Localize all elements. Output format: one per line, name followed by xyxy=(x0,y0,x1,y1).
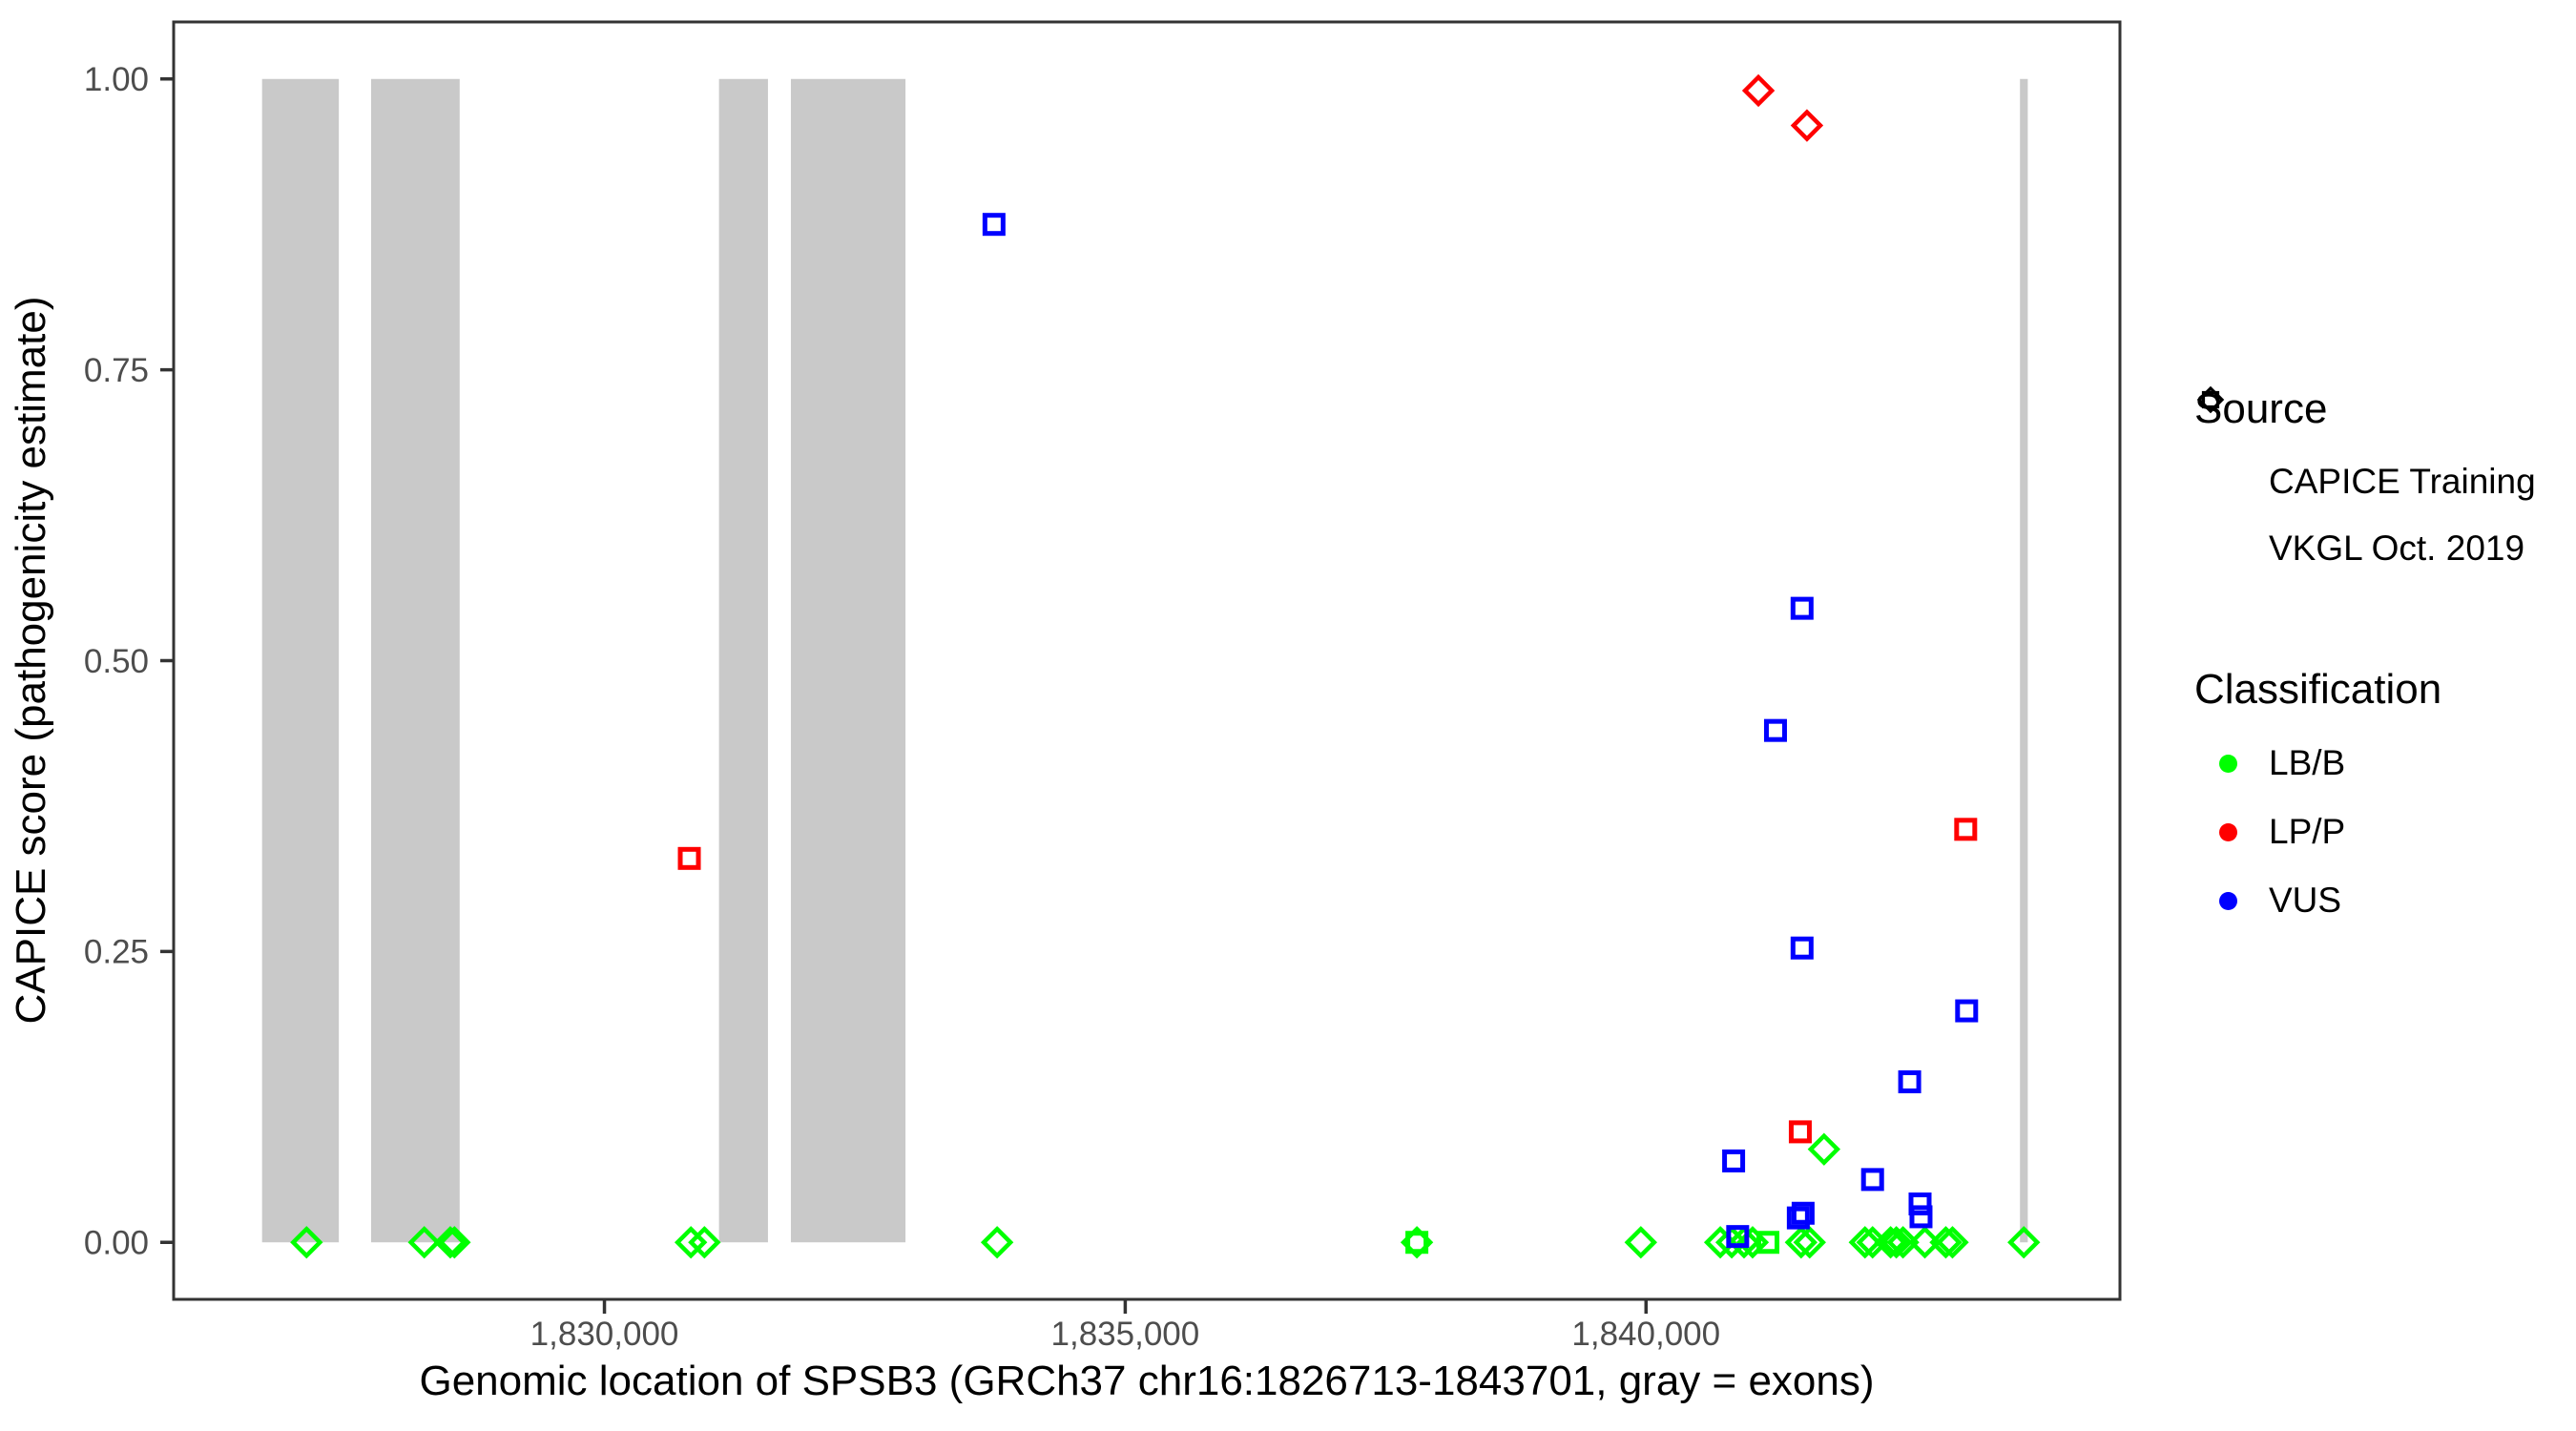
color-dot-icon xyxy=(2194,754,2261,773)
x-axis-tick-label: 1,835,000 xyxy=(1051,1316,1200,1353)
legend-item-capice-training: CAPICE Training xyxy=(2194,385,2536,515)
exon-band xyxy=(2020,78,2028,1243)
data-point-diamond xyxy=(1784,1226,1818,1259)
data-point-square xyxy=(1908,1192,1932,1216)
data-point-diamond xyxy=(438,1226,471,1259)
data-point-diamond xyxy=(407,1226,441,1259)
color-dot-icon xyxy=(2194,822,2261,841)
data-point-square xyxy=(982,213,1006,237)
data-point-square xyxy=(1763,718,1787,742)
data-point-diamond xyxy=(1886,1226,1920,1259)
data-point-square xyxy=(1726,1225,1750,1249)
y-axis-tick-label: 0.50 xyxy=(84,643,149,680)
data-point-diamond xyxy=(1735,1226,1770,1259)
exon-band xyxy=(261,78,340,1243)
color-dot-icon xyxy=(2194,891,2261,910)
exon-band xyxy=(790,78,906,1243)
data-point-square xyxy=(1791,1201,1815,1225)
x-axis-title: Genomic location of SPSB3 (GRCh37 chr16:… xyxy=(419,1358,1874,1404)
data-point-diamond xyxy=(1874,1226,1907,1259)
data-point-square xyxy=(1405,1231,1429,1255)
data-point-diamond xyxy=(2007,1226,2041,1259)
data-point-square xyxy=(1790,936,1814,960)
exon-bars-layer xyxy=(261,78,2028,1243)
legend-item-lb-b: LB/B xyxy=(2194,729,2536,798)
x-axis-tick-label: 1,840,000 xyxy=(1571,1316,1720,1353)
data-point-diamond xyxy=(674,1226,708,1259)
data-point-square xyxy=(1722,1149,1746,1172)
data-point-diamond xyxy=(290,1226,323,1259)
y-axis-title: CAPICE score (pathogenicity estimate) xyxy=(8,297,54,1025)
legend-item-label: CAPICE Training xyxy=(2269,462,2536,501)
data-point-diamond xyxy=(1807,1132,1841,1166)
data-point-square xyxy=(1790,596,1814,620)
data-point-diamond xyxy=(1929,1226,1963,1259)
data-point-diamond xyxy=(1790,109,1824,142)
legend-color-dot xyxy=(2218,822,2237,841)
series-vus-square xyxy=(982,213,1979,1249)
data-point-square xyxy=(1898,1069,1922,1093)
legend-item-vus: VUS xyxy=(2194,866,2536,935)
data-point-diamond xyxy=(1727,1226,1761,1259)
data-point-diamond xyxy=(1908,1226,1942,1259)
data-point-square xyxy=(1954,818,1978,841)
data-points-layer xyxy=(290,73,2041,1259)
series-lbb-diamond xyxy=(290,1132,2041,1259)
plot-border xyxy=(172,20,2122,1301)
exon-band xyxy=(718,78,768,1243)
data-point-diamond xyxy=(1848,1226,1881,1259)
data-point-diamond xyxy=(688,1226,721,1259)
legend-classification-title: Classification xyxy=(2194,666,2442,713)
legend-item-label: LB/B xyxy=(2269,743,2346,782)
legend: Source CAPICE Training VKGL Oct. 2019 Cla… xyxy=(2194,384,2536,935)
data-point-square xyxy=(1788,1120,1812,1144)
legend-item-vkgl-oct-2019: VKGL Oct. 2019 xyxy=(2194,390,2536,582)
series-lpp-diamond xyxy=(1741,73,1824,142)
data-point-square xyxy=(1755,1231,1779,1255)
data-point-diamond xyxy=(1793,1226,1826,1259)
y-axis-tick-label: 1.00 xyxy=(84,61,149,98)
x-axis-tick-label: 1,830,000 xyxy=(530,1316,679,1353)
y-axis-tick-label: 0.00 xyxy=(84,1224,149,1261)
legend-classification-items: LB/B LP/P VUS xyxy=(2194,729,2536,935)
data-point-square xyxy=(1909,1205,1933,1229)
legend-item-label: LP/P xyxy=(2269,812,2346,851)
legend-gap xyxy=(2194,582,2536,664)
y-axis-tick-label: 0.75 xyxy=(84,352,149,389)
axes-layer: 0.00 0.25 0.50 0.75 1.00 1,830,000 1,835,000 1,… xyxy=(84,20,2122,1353)
legend-source-title: Source xyxy=(2194,385,2328,432)
legend-color-dot xyxy=(2218,754,2237,773)
legend-item-lp-p: LP/P xyxy=(2194,798,2536,866)
data-point-diamond xyxy=(1880,1226,1913,1259)
legend-item-label: VUS xyxy=(2269,881,2342,920)
data-point-diamond xyxy=(1936,1226,1969,1259)
legend-source-items: CAPICE Training VKGL Oct. 2019 xyxy=(2194,385,2536,582)
legend-color-dot xyxy=(2218,891,2237,910)
series-lbb-square xyxy=(1405,1231,1779,1255)
data-point-square xyxy=(1955,999,1979,1023)
series-lpp-square xyxy=(677,818,1978,1144)
data-point-square xyxy=(677,846,701,870)
exon-band xyxy=(370,78,460,1243)
y-axis-tick-label: 0.25 xyxy=(84,934,149,971)
data-point-diamond xyxy=(980,1226,1014,1259)
data-point-diamond xyxy=(1624,1226,1657,1259)
data-point-square xyxy=(1860,1168,1884,1192)
data-point-diamond xyxy=(433,1226,467,1259)
data-point-square xyxy=(1786,1206,1810,1230)
legend-item-label: VKGL Oct. 2019 xyxy=(2269,529,2525,568)
data-point-diamond xyxy=(1741,73,1776,108)
